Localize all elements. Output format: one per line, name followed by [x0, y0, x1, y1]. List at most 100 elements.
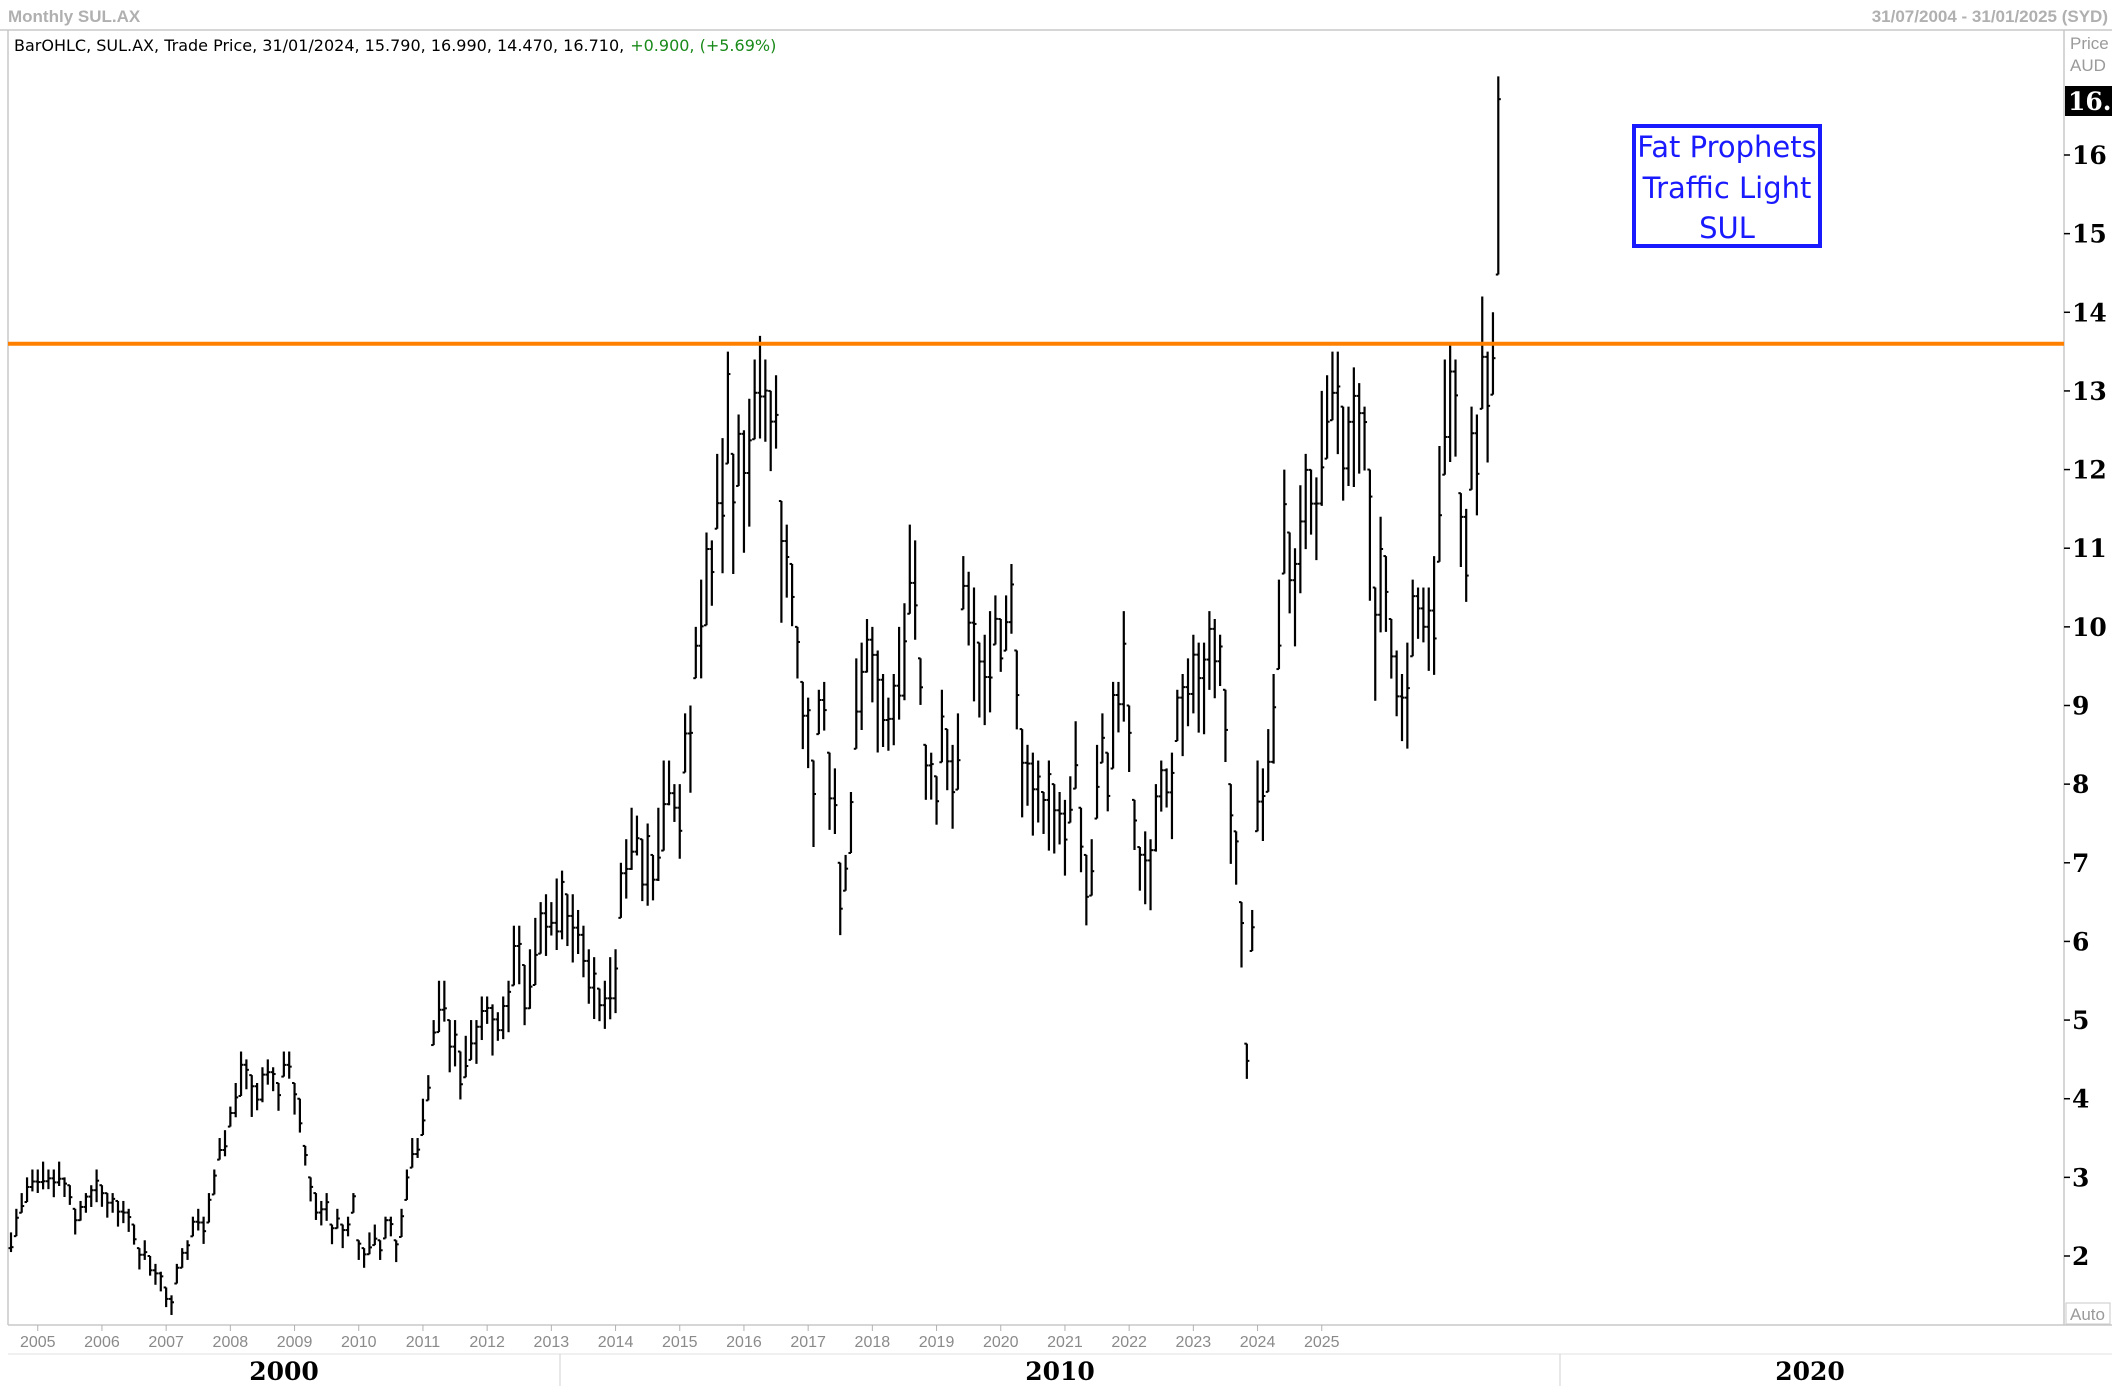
ohlc-bar	[1115, 681, 1121, 733]
ohlc-bar	[377, 1239, 383, 1260]
y-tick-label: 4	[2072, 1085, 2089, 1114]
x-tick-label: 2023	[1176, 1334, 1212, 1351]
ohlc-bar	[222, 1130, 228, 1157]
ohlc-bar	[265, 1059, 271, 1085]
ohlc-bar	[388, 1216, 394, 1237]
y-tick-label: 8	[2072, 770, 2089, 799]
ohlc-bar	[591, 957, 597, 1020]
ohlc-bar	[110, 1193, 116, 1213]
ohlc-bar	[714, 453, 720, 530]
ohlc-bar	[789, 562, 795, 627]
y-tick-label: 15	[2072, 220, 2107, 249]
ohlc-bar	[746, 398, 752, 527]
ohlc-bar	[1041, 791, 1047, 834]
x-tick-label: 2022	[1111, 1334, 1147, 1351]
ohlc-bar	[1046, 760, 1052, 851]
ohlc-bar	[843, 854, 849, 892]
ohlc-bar	[511, 925, 517, 987]
x-tick-label: 2012	[469, 1334, 505, 1351]
ohlc-bar	[158, 1271, 164, 1292]
ohlc-bar	[1287, 531, 1293, 614]
ohlc-bar	[1447, 343, 1453, 462]
y-tick-label: 2	[2072, 1242, 2089, 1271]
ohlc-bar	[420, 1098, 426, 1137]
x-tick-label: 2006	[84, 1334, 120, 1351]
ohlc-bar	[447, 1019, 453, 1073]
ohlc-bar	[1372, 586, 1378, 701]
ohlc-bar	[559, 870, 565, 940]
ohlc-bar	[297, 1097, 303, 1133]
ohlc-bar	[907, 524, 913, 615]
ohlc-bar	[1212, 618, 1218, 699]
ohlc-bar	[51, 1169, 57, 1198]
ohlc-bar	[827, 751, 833, 830]
callout-line-2: Traffic Light	[1642, 171, 1812, 205]
ohlc-bar	[238, 1051, 244, 1097]
ohlc-bar	[837, 861, 843, 936]
ohlc-bar	[372, 1224, 378, 1247]
ohlc-bar	[340, 1223, 346, 1249]
ohlc-bar	[998, 617, 1004, 672]
ohlc-bar	[1019, 728, 1025, 818]
ohlc-bar	[613, 949, 619, 1014]
ohlc-bar	[527, 949, 533, 1010]
ohlc-bar	[693, 626, 699, 680]
ohlc-bars	[8, 76, 1501, 1315]
ohlc-bar	[580, 925, 586, 978]
ohlc-bar	[816, 689, 822, 736]
ohlc-bar	[923, 743, 929, 800]
ohlc-bar	[286, 1051, 292, 1079]
ohlc-bar	[211, 1169, 217, 1196]
ohlc-bar	[1474, 414, 1480, 516]
auto-scale-box[interactable]	[2065, 1302, 2111, 1325]
ohlc-bar	[1180, 674, 1186, 757]
ohlc-bar	[1030, 752, 1036, 836]
x-tick-label: 2024	[1240, 1334, 1276, 1351]
x-tick-label: 2011	[406, 1334, 441, 1351]
ohlc-bar	[147, 1255, 153, 1276]
ohlc-bar	[484, 996, 490, 1024]
ohlc-bar	[1281, 469, 1287, 575]
x-tick-label: 2015	[662, 1334, 698, 1351]
ohlc-bar	[1083, 853, 1089, 926]
ohlc-bar	[1271, 674, 1277, 764]
ohlc-bar	[1458, 492, 1464, 567]
ohlc-bar	[409, 1138, 415, 1169]
ohlc-bar	[366, 1232, 372, 1256]
ohlc-bar	[950, 744, 956, 829]
ohlc-bar	[623, 839, 629, 899]
ohlc-bar	[725, 351, 731, 465]
x-tick-label: 2013	[534, 1334, 570, 1351]
ohlc-bar	[1003, 595, 1009, 652]
ohlc-bar	[1196, 642, 1202, 733]
ohlc-bar	[1378, 516, 1384, 633]
ohlc-bar	[40, 1161, 46, 1190]
ohlc-bar	[1008, 563, 1014, 634]
y-tick-label: 14	[2072, 298, 2107, 327]
x-tick-label: 2008	[213, 1334, 249, 1351]
auto-scale-label[interactable]: Auto	[2070, 1305, 2105, 1324]
ohlc-bar	[1292, 548, 1298, 647]
ohlc-bar	[811, 759, 816, 847]
ohlc-bar	[794, 625, 800, 679]
x-tick-label: 2009	[277, 1334, 313, 1351]
ohlc-bar	[741, 430, 747, 553]
time-axis-ticks: 2005 2006 2007 2008 2009 2010 2011 2012 2013 2014…	[20, 1325, 1845, 1386]
ohlc-bar	[1431, 556, 1437, 675]
ohlc-bar	[773, 375, 779, 449]
y-tick-label: 12	[2072, 456, 2107, 485]
ohlc-bar	[655, 807, 661, 882]
ohlc-bar	[805, 697, 811, 769]
title-bar	[0, 0, 2112, 30]
ohlc-bar	[1142, 831, 1148, 905]
ohlc-bar	[479, 996, 485, 1041]
ohlc-bar	[142, 1240, 148, 1260]
currency-label: AUD	[2070, 56, 2106, 75]
ohlc-bar	[24, 1177, 30, 1204]
callout-box	[1632, 124, 1822, 248]
ohlc-bar	[1479, 296, 1485, 410]
ohlc-bar	[800, 680, 806, 750]
ohlc-bar	[94, 1169, 100, 1203]
ohlc-bar	[1404, 642, 1410, 749]
